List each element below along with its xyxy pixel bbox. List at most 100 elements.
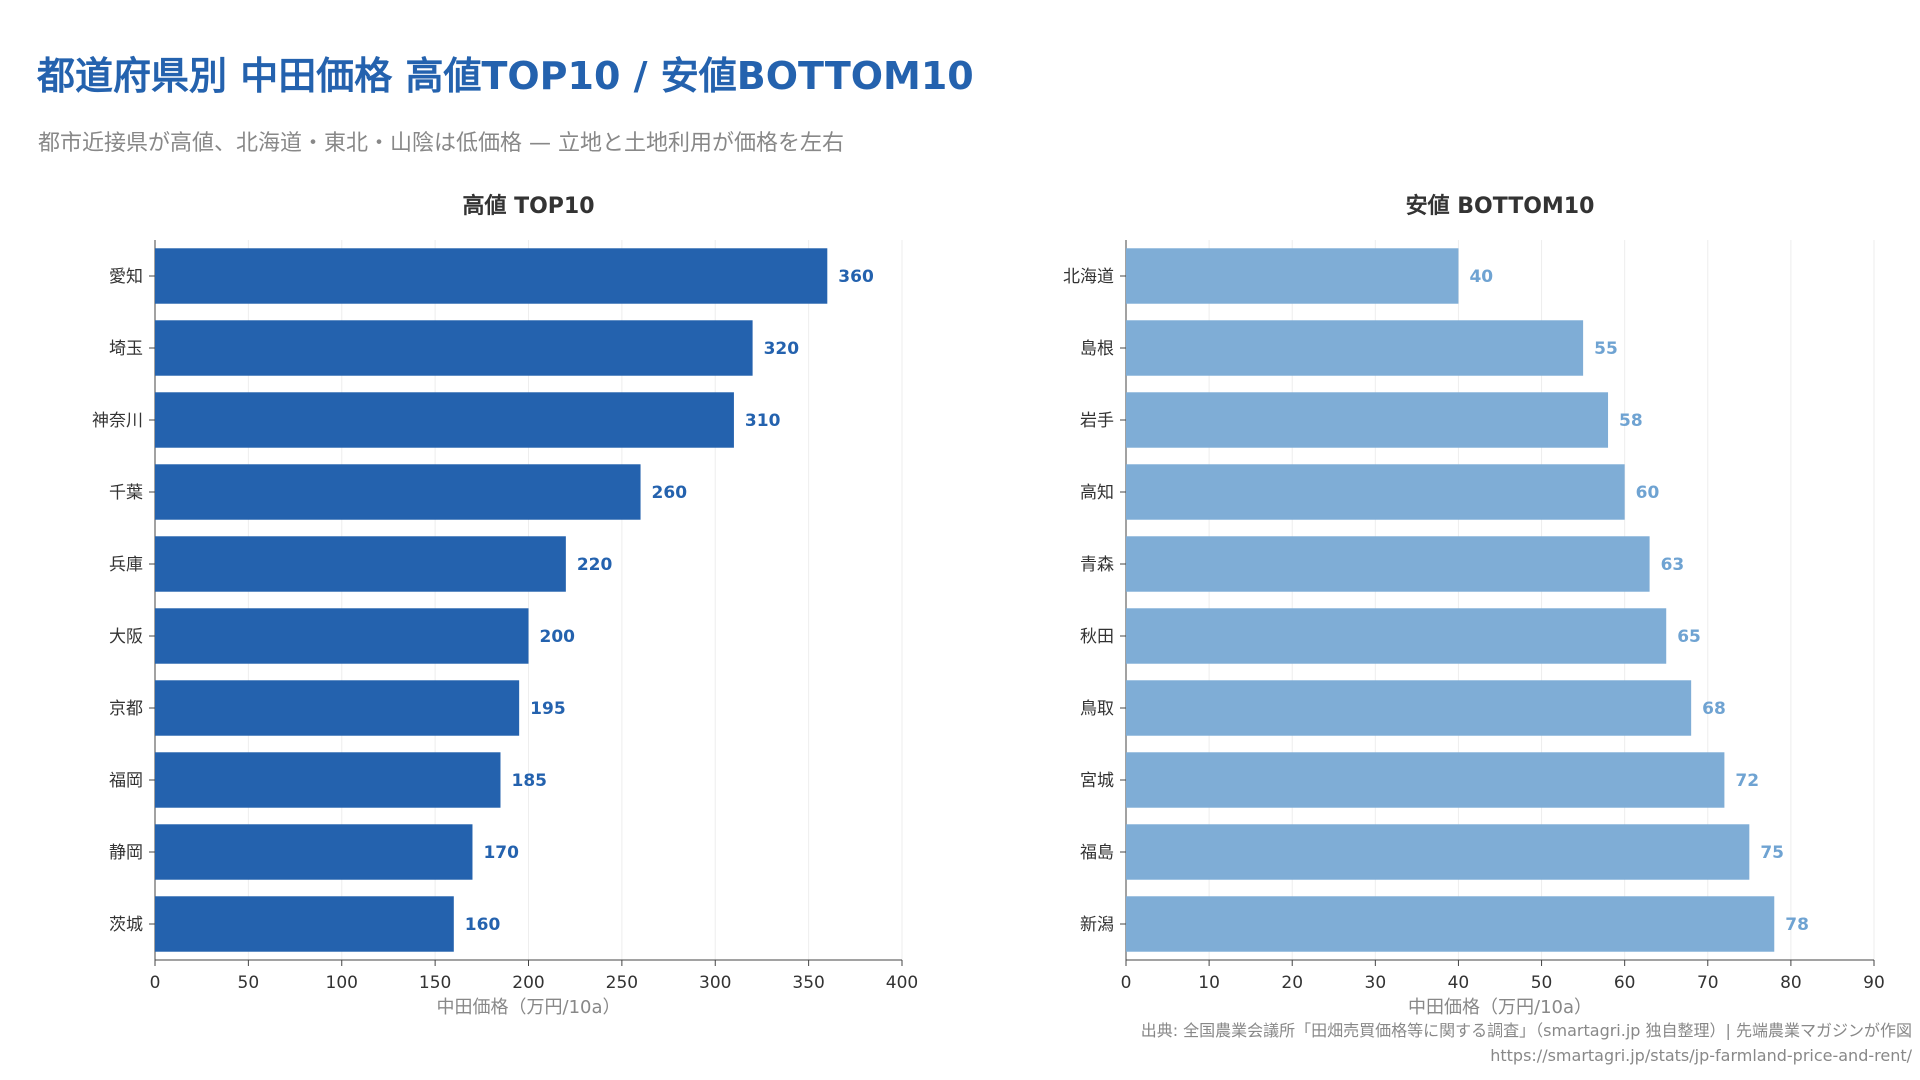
page-title: 都道府県別 中田価格 高値TOP10 / 安値BOTTOM10 (37, 54, 974, 98)
bar (155, 320, 753, 376)
chart-svg: 安値 BOTTOM10 0 10 20 30 40 50 60 70 80 90 中田価格（万円/10… (1063, 193, 1885, 1018)
bar-group: 高知 60 (1080, 464, 1660, 520)
category-label: 宮城 (1080, 771, 1114, 791)
x-tick-label: 200 (512, 973, 544, 993)
data-label: 78 (1785, 915, 1809, 935)
bar (1126, 248, 1459, 304)
bar-group: 静岡 170 (109, 824, 519, 880)
bar-group: 愛知 360 (109, 248, 874, 304)
data-label: 55 (1594, 339, 1618, 359)
bar-group: 青森 63 (1080, 536, 1685, 592)
bar-group: 茨城 160 (109, 896, 501, 952)
category-label: 愛知 (109, 267, 143, 287)
category-label: 埼玉 (109, 339, 143, 359)
bar (1126, 896, 1775, 952)
x-tick-label: 80 (1780, 973, 1802, 993)
x-tick-label: 300 (699, 973, 731, 993)
bar-group: 埼玉 320 (109, 320, 799, 376)
x-tick-label: 20 (1281, 973, 1303, 993)
bar-group: 宮城 72 (1080, 752, 1759, 808)
data-label: 75 (1760, 843, 1784, 863)
data-label: 170 (483, 843, 519, 863)
x-tick-label: 60 (1614, 973, 1636, 993)
category-label: 静岡 (109, 843, 143, 863)
category-label: 青森 (1080, 555, 1114, 575)
data-label: 72 (1735, 771, 1759, 791)
category-label: 福島 (1080, 843, 1114, 863)
bar (155, 248, 828, 304)
data-label: 200 (540, 627, 576, 647)
category-label: 千葉 (109, 483, 143, 503)
x-axis-label: 中田価格（万円/10a） (1408, 997, 1592, 1018)
data-label: 360 (838, 267, 874, 287)
bar-group: 福岡 185 (109, 752, 547, 808)
chart-bottom10: 安値 BOTTOM10 0 10 20 30 40 50 60 70 80 90 中田価格（万円/10… (1020, 190, 1900, 1020)
data-label: 58 (1619, 411, 1643, 431)
bar (155, 824, 473, 880)
bar (155, 896, 454, 952)
bar (1126, 608, 1667, 664)
bar-group: 鳥取 68 (1080, 680, 1726, 736)
category-label: 北海道 (1063, 267, 1114, 287)
x-tick-label: 50 (238, 973, 260, 993)
chart-title: 高値 TOP10 (462, 193, 594, 219)
category-label: 大阪 (109, 627, 143, 647)
source-url: https://smartagri.jp/stats/jp-farmland-p… (1490, 1046, 1912, 1065)
bar (1126, 680, 1692, 736)
data-label: 220 (577, 555, 613, 575)
category-label: 新潟 (1080, 915, 1114, 935)
bar-group: 千葉 260 (109, 464, 688, 520)
x-tick-label: 350 (792, 973, 824, 993)
data-label: 68 (1702, 699, 1726, 719)
chart-top10: 高値 TOP10 0 50 100 150 200 250 300 350 400 中田価格（万円/… (50, 190, 940, 1020)
bar-group: 岩手 58 (1080, 392, 1643, 448)
category-label: 秋田 (1080, 627, 1114, 647)
x-tick-label: 150 (419, 973, 451, 993)
bar-group: 秋田 65 (1080, 608, 1701, 664)
source-note: 出典: 全国農業会議所「田畑売買価格等に関する調査」（smartagri.jp … (1141, 1018, 1912, 1068)
category-label: 兵庫 (109, 555, 143, 575)
data-label: 65 (1677, 627, 1701, 647)
bar (1126, 320, 1584, 376)
category-label: 神奈川 (92, 411, 143, 431)
data-label: 63 (1661, 555, 1685, 575)
x-tick-label: 10 (1198, 973, 1220, 993)
data-label: 185 (511, 771, 547, 791)
source-citation: 出典: 全国農業会議所「田畑売買価格等に関する調査」（smartagri.jp … (1140, 1021, 1912, 1040)
bar (155, 464, 641, 520)
x-tick-label: 400 (886, 973, 918, 993)
category-label: 鳥取 (1080, 699, 1114, 719)
data-label: 310 (745, 411, 781, 431)
bar-group: 兵庫 220 (109, 536, 613, 592)
bar (155, 392, 734, 448)
category-label: 福岡 (109, 771, 143, 791)
category-label: 岩手 (1080, 411, 1114, 431)
bar-group: 北海道 40 (1063, 248, 1493, 304)
chart-svg: 高値 TOP10 0 50 100 150 200 250 300 350 400 中田価格（万円/… (92, 193, 918, 1018)
bar (1126, 824, 1750, 880)
x-tick-label: 100 (326, 973, 358, 993)
bar (1126, 536, 1650, 592)
x-tick-label: 90 (1863, 973, 1885, 993)
bar-group: 大阪 200 (109, 608, 576, 664)
bar (1126, 752, 1725, 808)
category-label: 島根 (1080, 339, 1114, 359)
bar-group: 神奈川 310 (92, 392, 781, 448)
bar (1126, 392, 1609, 448)
bar (1126, 464, 1625, 520)
data-label: 40 (1469, 267, 1493, 287)
bar-group: 福島 75 (1080, 824, 1784, 880)
bar (155, 608, 529, 664)
bar (155, 752, 501, 808)
data-label: 60 (1636, 483, 1660, 503)
bar (155, 680, 520, 736)
bar-group: 島根 55 (1080, 320, 1618, 376)
data-label: 160 (465, 915, 501, 935)
bar (155, 536, 566, 592)
x-tick-label: 0 (1121, 973, 1132, 993)
x-tick-label: 50 (1531, 973, 1553, 993)
x-tick-label: 70 (1697, 973, 1719, 993)
x-axis-label: 中田価格（万円/10a） (437, 997, 621, 1018)
data-label: 260 (652, 483, 688, 503)
x-tick-label: 0 (150, 973, 161, 993)
